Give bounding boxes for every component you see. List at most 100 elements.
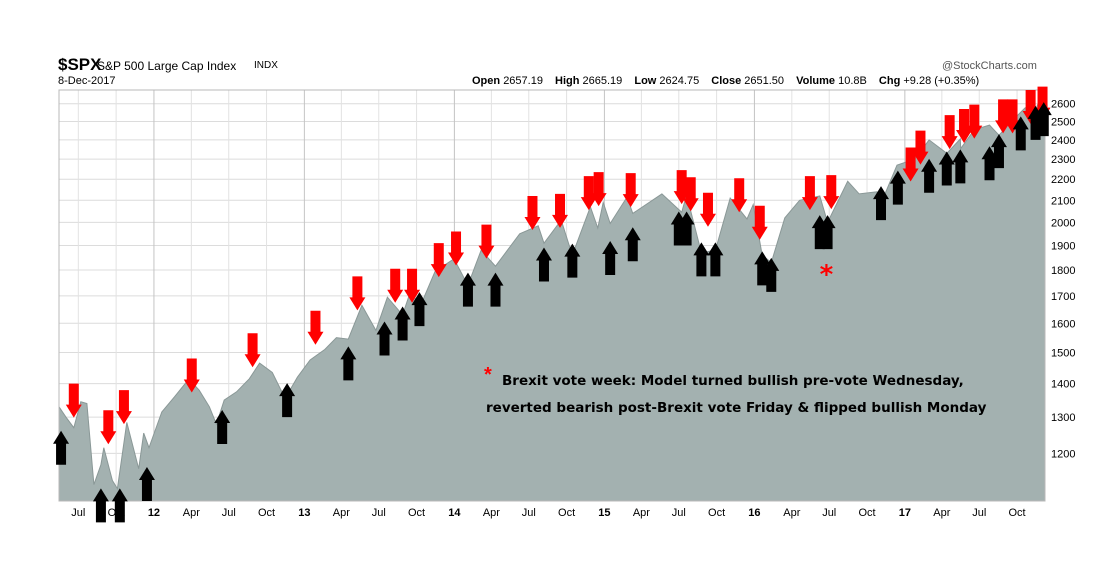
x-tick-label: 12 — [148, 507, 160, 519]
bullish-arrow — [92, 488, 109, 523]
x-tick-label: Oct — [708, 507, 725, 519]
bearish-arrow — [183, 358, 200, 393]
bullish-arrow — [53, 430, 70, 465]
y-tick-label: 2600 — [1051, 99, 1075, 111]
bullish-arrow — [487, 272, 504, 307]
annotation-line-2: reverted bearish post-Brexit vote Friday… — [486, 400, 987, 416]
bearish-arrow — [580, 176, 597, 211]
bearish-arrow — [404, 268, 421, 303]
bullish-arrow — [535, 247, 552, 282]
x-tick-label: Apr — [783, 507, 800, 519]
plot-frame — [58, 89, 1046, 502]
x-tick-label: Oct — [858, 507, 875, 519]
y-tick-label: 2200 — [1051, 174, 1075, 186]
low-value: 2624.75 — [659, 75, 700, 87]
bearish-arrow — [100, 410, 117, 445]
bearish-arrow — [590, 172, 607, 207]
bullish-arrow — [1035, 102, 1052, 137]
x-axis: Jul Oct 12 Apr Jul Oct 13 Apr Jul Oct 14 Apr Jul Oct 1… — [71, 507, 1025, 519]
bullish-arrow — [394, 306, 411, 341]
y-tick-label: 1500 — [1051, 347, 1075, 359]
bullish-arrow — [340, 346, 357, 381]
bearish-arrow — [478, 224, 495, 259]
bullish-arrow — [459, 272, 476, 307]
x-tick-label: Jul — [822, 507, 836, 519]
x-tick-label: Oct — [558, 507, 575, 519]
chg-label: Chg — [878, 75, 901, 87]
bearish-arrow — [966, 104, 983, 139]
y-tick-label: 2100 — [1051, 195, 1075, 207]
chg-value: +9.28 (+0.35%) — [903, 75, 980, 87]
x-tick-label: 13 — [298, 507, 310, 519]
close-label: Close — [711, 75, 742, 87]
bullish-arrow — [564, 243, 581, 278]
bullish-arrow — [678, 211, 695, 246]
close-value: 2651.50 — [744, 75, 785, 87]
bullish-arrow — [990, 134, 1007, 169]
x-tick-label: Apr — [333, 507, 350, 519]
bullish-arrow — [602, 241, 619, 276]
exchange-label: INDX — [254, 60, 278, 71]
x-tick-label: Apr — [183, 507, 200, 519]
y-tick-label: 2300 — [1051, 154, 1075, 166]
y-tick-label: 2500 — [1051, 116, 1075, 128]
bearish-arrow — [622, 173, 639, 208]
bullish-arrow — [411, 292, 428, 327]
bearish-arrow — [902, 147, 919, 182]
bearish-arrow — [941, 115, 958, 150]
bearish-arrow — [524, 195, 541, 230]
bearish-arrow — [673, 170, 690, 205]
annotation-line-1: Brexit vote week: Model turned bullish p… — [502, 373, 964, 389]
bearish-arrow — [956, 108, 973, 143]
volume-label: Volume — [796, 75, 836, 87]
bearish-arrow — [699, 192, 716, 227]
bullish-arrow — [1012, 116, 1029, 151]
x-tick-label: Oct — [258, 507, 275, 519]
bearish-arrow — [65, 383, 82, 418]
chart-date: 8-Dec-2017 — [58, 75, 116, 87]
bullish-arrow — [889, 170, 906, 205]
bullish-arrow — [214, 410, 231, 445]
bearish-arrow — [682, 177, 699, 212]
bearish-arrow — [823, 175, 840, 210]
x-tick-label: Oct — [408, 507, 425, 519]
source-watermark: @StockCharts.com — [942, 60, 1037, 72]
y-tick-label: 1400 — [1051, 379, 1075, 391]
annotation-star: * — [484, 364, 492, 386]
bearish-arrow — [244, 333, 261, 368]
x-tick-label: Apr — [483, 507, 500, 519]
volume-value: 10.8B — [838, 75, 867, 87]
bullish-arrow — [693, 242, 710, 277]
bearish-arrow — [731, 178, 748, 213]
bullish-arrow — [754, 251, 771, 286]
bearish-arrow — [801, 176, 818, 211]
y-tick-label: 1700 — [1051, 291, 1075, 303]
bullish-arrow — [873, 186, 890, 221]
chart-symbol: $SPX — [58, 55, 102, 74]
y-tick-label: 2400 — [1051, 135, 1075, 147]
bearish-arrow — [387, 268, 404, 303]
y-axis: 1200 1300 1400 1500 1600 1700 1800 1900 2000 2100… — [1051, 99, 1075, 461]
bullish-arrow — [624, 227, 641, 262]
high-label: High — [555, 75, 580, 87]
x-tick-label: Jul — [222, 507, 236, 519]
y-tick-label: 1900 — [1051, 241, 1075, 253]
x-tick-label: 16 — [748, 507, 760, 519]
x-tick-label: Apr — [633, 507, 650, 519]
bearish-arrow — [751, 205, 768, 240]
high-value: 2665.19 — [582, 75, 623, 87]
index-name: S&P 500 Large Cap Index — [97, 59, 237, 73]
x-tick-label: 14 — [448, 507, 461, 519]
bullish-arrow — [819, 215, 836, 250]
x-tick-label: Jul — [71, 507, 85, 519]
bearish-arrow — [912, 130, 929, 165]
bullish-arrow — [111, 488, 128, 523]
bullish-arrow — [376, 321, 393, 356]
bearish-arrow — [115, 390, 132, 425]
x-tick-label: Oct — [1008, 507, 1025, 519]
price-area — [58, 94, 1046, 502]
bullish-arrow — [138, 467, 155, 501]
x-tick-label: Jul — [522, 507, 536, 519]
bearish-arrow — [552, 193, 569, 228]
